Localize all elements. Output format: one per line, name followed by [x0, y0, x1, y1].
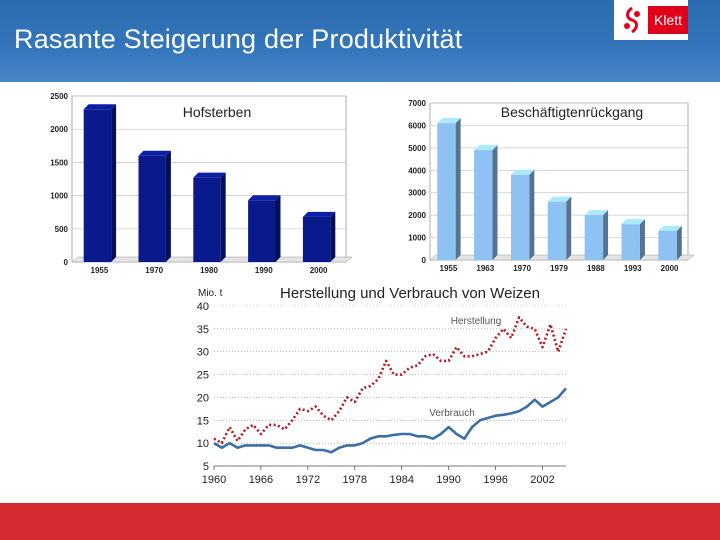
y-tick-label: 0: [422, 256, 427, 265]
series-line-verbrauch: [213, 387, 567, 454]
x-tick-label: 1993: [624, 264, 642, 273]
bar: [474, 150, 493, 260]
y-tick-label: 5000: [408, 144, 426, 153]
x-tick-label: 2002: [530, 474, 554, 486]
bar: [621, 224, 640, 260]
bar-top: [138, 150, 171, 156]
bar-side: [220, 172, 226, 262]
bar-side: [639, 219, 645, 260]
y-tick-label: 5: [203, 461, 209, 473]
y-tick-label: 1000: [50, 192, 68, 201]
x-tick-label: 1955: [440, 264, 458, 273]
bar: [547, 201, 567, 260]
y-tick-label: 3000: [408, 189, 426, 198]
bar: [584, 215, 604, 260]
slide-title: Rasante Steigerung der Produktivität: [14, 24, 463, 54]
series-label: Herstellung: [451, 316, 502, 327]
y-tick-label: 0: [64, 258, 69, 267]
y-tick-label: 15: [197, 415, 209, 427]
x-tick-label: 1972: [296, 474, 320, 486]
y-tick-label: 30: [197, 347, 209, 359]
bar-side: [275, 195, 281, 262]
bar-top: [584, 210, 609, 216]
bar-top: [437, 118, 461, 124]
x-tick-label: 1984: [389, 474, 413, 486]
x-tick-label: 1970: [513, 264, 531, 273]
bar-top: [302, 211, 336, 217]
bar-side: [676, 225, 682, 260]
bar-top: [510, 169, 535, 175]
bar-side: [455, 118, 461, 260]
x-tick-label: 1960: [202, 474, 226, 486]
bar-chart-hofsterben: 0 500 1000 1500 2000 2500 1955 1970 1980 1990 2000…: [50, 92, 353, 275]
bar-top: [547, 196, 572, 202]
bar: [510, 174, 530, 260]
x-tick-label: 1963: [476, 264, 494, 273]
line-plot-area: [210, 286, 570, 486]
bar: [658, 230, 677, 260]
y-tick-label: 35: [197, 324, 209, 336]
bar-side: [529, 169, 535, 260]
klett-logo-text: Klett: [648, 6, 688, 34]
bar-side: [566, 196, 572, 260]
y-tick-label: 7000: [408, 99, 426, 108]
x-tick-label: 1970: [145, 266, 163, 275]
y-tick-label: 6000: [408, 121, 426, 130]
x-tick-label: 1979: [550, 264, 568, 273]
x-tick-label: 2000: [661, 264, 679, 273]
chart-title: Herstellung und Verbrauch von Weizen: [280, 285, 540, 302]
y-tick-label: 1000: [408, 234, 426, 243]
bar-side: [165, 150, 171, 262]
y-tick-label: 2000: [50, 125, 68, 134]
bar-side: [111, 104, 117, 262]
bar-top: [248, 195, 281, 201]
series-label: Verbrauch: [429, 408, 475, 419]
bar: [248, 200, 276, 262]
chart-title: Beschäftigtenrückgang: [501, 104, 643, 120]
y-tick-label: 20: [197, 392, 209, 404]
x-tick-label: 2000: [310, 266, 328, 275]
bar-top: [621, 219, 645, 225]
x-tick-label: 1988: [587, 264, 605, 273]
y-tick-label: 10: [197, 438, 209, 450]
x-tick-label: 1955: [91, 266, 109, 275]
x-tick-label: 1990: [436, 474, 460, 486]
bar-side: [330, 211, 336, 262]
x-tick-label: 1990: [255, 266, 273, 275]
y-axis-label: Mio. t: [198, 288, 223, 299]
y-tick-label: 40: [197, 301, 209, 313]
bar-top: [193, 172, 226, 178]
footer-bar: [0, 503, 720, 540]
bar: [437, 123, 456, 260]
y-tick-label: 1500: [50, 158, 68, 167]
bar: [193, 177, 221, 262]
bar-side: [603, 210, 609, 260]
y-tick-label: 4000: [408, 166, 426, 175]
y-tick-label: 2500: [50, 92, 68, 101]
y-tick-label: 500: [55, 225, 69, 234]
y-tick-label: 2000: [408, 211, 426, 220]
klett-logo-mark-icon: [624, 6, 640, 34]
x-tick-label: 1978: [343, 474, 367, 486]
x-tick-label: 1996: [483, 474, 507, 486]
bar-top: [83, 104, 117, 110]
bar: [83, 109, 112, 262]
line-chart-weizen: 5 10 15 20 25 30 35 40 1960 1966 1972 1978 1984 1990 1…: [197, 285, 570, 486]
bar-chart-beschaeftigte: 0 1000 2000 3000 4000 5000 6000 7000 1955 1963 197…: [408, 99, 695, 273]
x-tick-label: 1966: [249, 474, 273, 486]
bar-top: [658, 225, 682, 231]
series-line-herstellung: [213, 316, 568, 445]
bar-side: [492, 145, 498, 260]
chart-title: Hofsterben: [183, 104, 251, 120]
title-bar: Rasante Steigerung der Produktivität: [0, 0, 720, 82]
x-tick-label: 1980: [200, 266, 218, 275]
bar: [302, 216, 331, 262]
bar-top: [474, 145, 498, 151]
bar: [138, 155, 166, 262]
y-tick-label: 25: [197, 370, 209, 382]
